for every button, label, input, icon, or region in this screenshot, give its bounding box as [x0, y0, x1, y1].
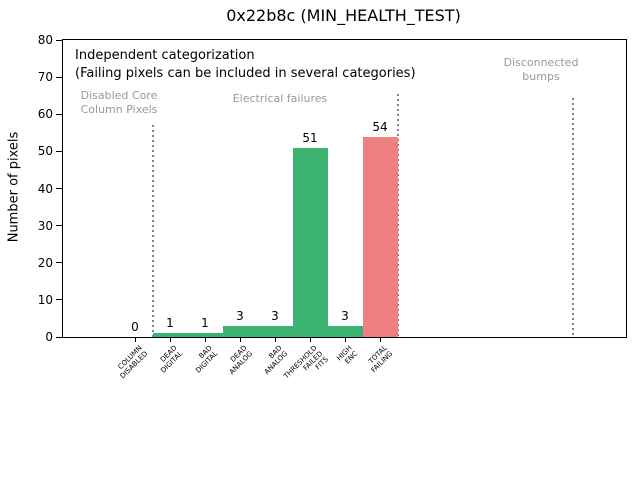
x-tick-label-text: DEAD ANALOG: [227, 344, 255, 377]
x-tick-label-text: TOTAL FAILING: [367, 344, 395, 375]
bar-value-label: 54: [372, 119, 388, 134]
y-tick-mark: [56, 299, 62, 301]
separator-line: [151, 125, 154, 337]
x-tick-mark: [204, 337, 206, 342]
y-tick-label: 60: [37, 107, 53, 122]
y-tick-label: 10: [37, 292, 53, 307]
bar-value-label: 0: [131, 320, 139, 334]
x-tick-mark: [239, 337, 241, 342]
y-tick-mark: [56, 225, 62, 227]
y-tick-label: 20: [37, 255, 53, 270]
y-tick-label: 70: [37, 70, 53, 85]
y-tick-mark: [56, 188, 62, 189]
bar-value-label: 1: [201, 316, 209, 331]
x-tick-mark: [274, 337, 276, 342]
y-tick-mark: [56, 150, 62, 152]
y-tick-label: 40: [37, 181, 53, 196]
bar: [187, 333, 223, 337]
x-tick-mark: [134, 337, 136, 342]
x-tick-mark: [169, 337, 171, 342]
plot-area: Independent categorization (Failing pixe…: [38, 33, 627, 380]
bar: [222, 325, 258, 337]
y-tick-mark: [56, 76, 62, 78]
bar-value-label: 3: [236, 308, 244, 323]
section-label: Disabled Core Column Pixels: [80, 89, 158, 116]
x-tick-mark: [344, 337, 346, 342]
x-tick-mark: [309, 337, 311, 342]
y-tick-label: 50: [37, 144, 53, 159]
y-tick-label: 0: [45, 330, 53, 344]
x-tick-mark: [379, 337, 381, 342]
y-tick-mark: [56, 113, 62, 115]
bar: [327, 325, 363, 337]
section-label: Electrical failures: [232, 92, 328, 105]
bar: [152, 333, 188, 337]
y-tick-mark: [56, 336, 62, 338]
chart-title: 0x22b8c (MIN_HEALTH_TEST): [226, 6, 461, 25]
section-label: Disconnected bumps: [503, 56, 579, 83]
y-tick-label: 30: [37, 218, 53, 233]
bar-value-label: 3: [271, 308, 279, 323]
x-tick-label-text: COLUMN DISABLED: [116, 344, 150, 381]
bar: [257, 325, 293, 337]
annotation-line-1: Independent categorization: [75, 48, 255, 63]
bar-value-label: 1: [166, 316, 174, 331]
bar-value-label: 51: [302, 130, 318, 145]
bar-value-label: 3: [341, 308, 349, 323]
separator-line: [572, 98, 574, 337]
bar: [362, 136, 398, 337]
x-tick-label-text: HIGH ENC: [335, 344, 360, 366]
annotation-line-2: (Failing pixels can be included in sever…: [75, 66, 416, 81]
y-tick-mark: [56, 262, 62, 264]
x-tick-label-text: DEAD DIGITAL: [158, 344, 185, 375]
bar: [292, 147, 328, 337]
x-tick-label-text: BAD DIGITAL: [194, 344, 220, 375]
x-tick-label-text: THRESHOLD FAILED FITS: [282, 344, 330, 381]
y-tick-mark: [56, 39, 62, 41]
y-tick-label: 80: [37, 33, 53, 47]
separator-line: [396, 94, 399, 337]
